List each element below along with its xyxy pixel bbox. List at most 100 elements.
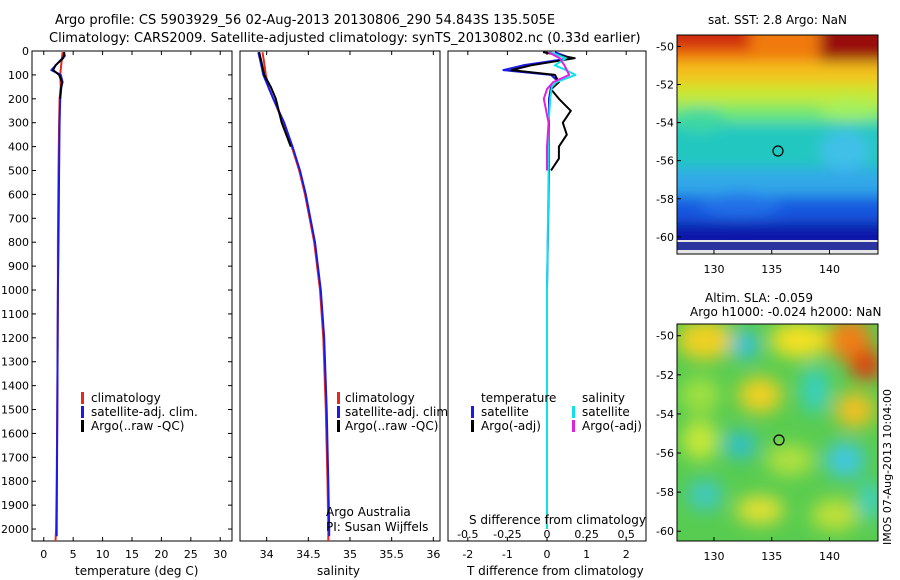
difference-lines [502,51,577,529]
annotation-pi: PI: Susan Wijffels [326,520,428,534]
argo-location-marker [772,145,784,157]
x-tick-label: 5 [70,548,77,561]
lon-tick-label: 135 [761,263,782,276]
legend-swatch-s-argo [572,420,575,432]
legend-swatch-climatology [81,392,84,404]
depth-tick-label: 100 [8,69,29,82]
lon-tick-label: 135 [761,550,782,563]
x-tick-label: -1 [502,548,513,561]
series-line-s-argo-adj- [542,51,571,171]
salinity-axes-frame [239,50,441,542]
depth-tick-label: 900 [8,260,29,273]
title-line-2: Climatology: CARS2009. Satellite-adjuste… [49,31,641,46]
lon-tick-label: 130 [703,550,724,563]
sla-field [677,324,878,541]
series-line-s-satellite [546,51,577,529]
depth-tick-label: 800 [8,236,29,249]
title-line-1: Argo profile: CS 5903929_56 02-Aug-2013 … [55,13,555,28]
x-tick-label: 1 [583,548,590,561]
series-line-satellite-adj-clim- [257,51,331,537]
x-tick-label: 2 [623,548,630,561]
temperature-axes-frame [31,50,233,542]
depth-tick-label: 2000 [1,523,29,536]
x-tick-label: 35.5 [379,548,404,561]
x-tick-label: 0 [40,548,47,561]
depth-tick-label: 1700 [1,451,29,464]
sst-field [677,35,878,254]
sst-map: sat. SST: 2.8 Argo: NaN [656,13,879,276]
legend-swatch-s-satellite [572,406,575,418]
lat-tick-label: -56 [656,447,674,460]
legend-satellite-adj: satellite-adj. clim. [345,405,452,419]
legend-swatch-argo [337,420,340,432]
legend-t-satellite: satellite [481,405,529,419]
legend-climatology: climatology [345,391,415,405]
x-tick-label: 35 [343,548,357,561]
sst-map-ticks: -50 -52 -54 -56 -58 -60 130 135 140 [656,40,840,276]
lat-tick-label: -54 [656,408,674,421]
x-tick-label: 30 [213,548,227,561]
depth-tick-label: 0 [22,45,29,58]
legend-swatch-t-argo [471,420,474,432]
series-line-argo-raw-qc- [52,52,66,99]
depth-tick-label: 1600 [1,427,29,440]
annotation-argo-australia: Argo Australia [326,505,411,519]
lon-tick-label: 140 [819,550,840,563]
legend-header-salinity: salinity [582,391,625,405]
lat-tick-label: -52 [656,369,674,382]
depth-tick-label: 1900 [1,499,29,512]
sla-map-title-2: Argo h1000: -0.024 h2000: NaN [690,305,882,319]
lat-tick-label: -52 [656,79,674,92]
legend-argo: Argo(..raw -QC) [345,419,438,433]
x-tick-label: 25 [184,548,198,561]
lon-tick-label: 130 [703,263,724,276]
depth-tick-label: 600 [8,188,29,201]
x-tick-label: 15 [125,548,139,561]
salinity-legend: climatology satellite-adj. clim. Argo(..… [337,391,452,433]
lat-tick-label: -50 [656,40,674,53]
salinity-x-ticks: 34 34.5 35 35.5 36 [260,51,440,561]
s-tick-label: 0.25 [574,528,599,541]
argo-location-marker [773,434,785,446]
lat-tick-label: -54 [656,117,674,130]
temperature-xlabel: temperature (deg C) [75,564,198,578]
temperature-x-ticks: 0 5 10 15 20 25 30 [40,51,227,561]
temperature-legend: climatology satellite-adj. clim. Argo(..… [81,391,198,433]
lat-tick-label: -56 [656,155,674,168]
salinity-panel: 34 34.5 35 35.5 36 salinity climatology sate… [239,50,452,578]
difference-x-ticks: -2 -1 0 1 2 [462,51,630,561]
x-tick-label: 0 [544,548,551,561]
sla-map-ticks: -50 -52 -54 -56 -58 -60 130 135 140 [656,330,840,563]
legend-header-temperature: temperature [481,391,556,405]
legend-s-argo: Argo(-adj) [582,419,642,433]
temperature-lines [50,51,66,541]
legend-s-satellite: satellite [582,405,630,419]
legend-swatch-climatology [337,392,340,404]
difference-legend: temperature salinity satellite Argo(-adj… [471,391,642,433]
depth-tick-label: 700 [8,212,29,225]
depth-tick-label: 1400 [1,380,29,393]
legend-swatch-argo [81,420,84,432]
lat-tick-label: -60 [656,525,674,538]
x-tick-label: 36 [426,548,440,561]
lat-tick-label: -60 [656,231,674,244]
t-difference-xlabel: T difference from climatology [466,564,644,578]
depth-tick-label: 1500 [1,404,29,417]
salinity-lines [257,51,331,541]
depth-tick-label: 200 [8,93,29,106]
s-tick-label: 0.5 [617,528,635,541]
x-tick-label: 34 [260,548,274,561]
legend-satellite-adj: satellite-adj. clim. [91,405,198,419]
imos-side-label: IMOS 07-Aug-2013 10:04:00 [881,389,894,545]
depth-tick-label: 1200 [1,332,29,345]
depth-tick-label: 300 [8,117,29,130]
series-line-t-argo-adj- [510,51,576,172]
depth-tick-label: 500 [8,165,29,178]
s-difference-ticks: -0.5 -0.25 0 0.25 0.5 [457,528,635,541]
s-tick-label: 0 [544,528,551,541]
legend-t-argo: Argo(-adj) [481,419,541,433]
depth-tick-label: 400 [8,141,29,154]
legend-swatch-satellite [337,406,340,418]
depth-tick-label: 1000 [1,284,29,297]
